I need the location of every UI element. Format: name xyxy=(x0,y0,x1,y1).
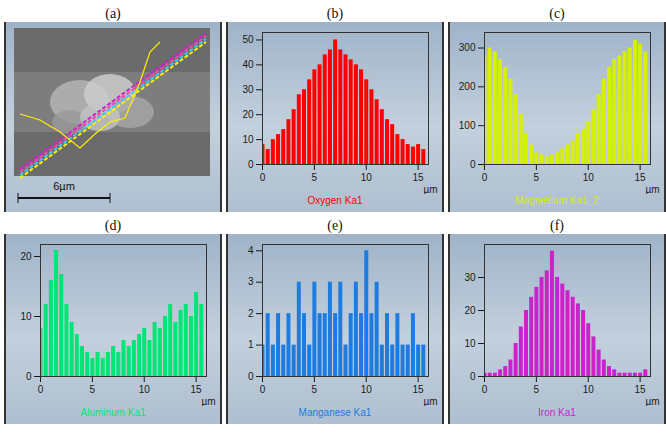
svg-text:15: 15 xyxy=(413,172,425,183)
svg-text:50: 50 xyxy=(242,34,254,45)
svg-text:0: 0 xyxy=(248,371,254,382)
svg-text:0: 0 xyxy=(470,159,476,170)
svg-text:0: 0 xyxy=(482,172,488,183)
svg-text:0: 0 xyxy=(482,384,488,395)
svg-text:0: 0 xyxy=(248,159,254,170)
svg-text:5: 5 xyxy=(312,172,318,183)
svg-text:15: 15 xyxy=(635,172,647,183)
svg-text:30: 30 xyxy=(464,272,476,283)
html-text:Manganese Ka1: Manganese Ka1 xyxy=(298,407,372,418)
svg-text:3: 3 xyxy=(248,276,254,287)
svg-text:20: 20 xyxy=(242,109,254,120)
html-text:Magnesium Ka1_2: Magnesium Ka1_2 xyxy=(515,195,599,206)
svg-text:200: 200 xyxy=(459,81,476,92)
svg-text:10: 10 xyxy=(20,311,32,322)
svg-text:4: 4 xyxy=(248,245,254,256)
svg-text:20: 20 xyxy=(20,251,32,262)
html-text:Aluminum Ka1: Aluminum Ka1 xyxy=(80,407,146,418)
svg-text:5: 5 xyxy=(90,384,96,395)
svg-text:15: 15 xyxy=(413,384,425,395)
svg-text:µm: µm xyxy=(423,184,437,195)
svg-text:10: 10 xyxy=(242,134,254,145)
svg-text:µm: µm xyxy=(201,396,215,407)
svg-text:10: 10 xyxy=(583,384,595,395)
svg-text:5: 5 xyxy=(312,384,318,395)
svg-text:15: 15 xyxy=(635,384,647,395)
html-text:(f): (f) xyxy=(550,218,564,233)
html-text:(c): (c) xyxy=(549,6,565,21)
html-text:(d): (d) xyxy=(104,218,122,233)
svg-text:30: 30 xyxy=(242,84,254,95)
svg-text:20: 20 xyxy=(464,305,476,316)
html-text:Iron Ka1: Iron Ka1 xyxy=(538,407,576,418)
svg-text:µm: µm xyxy=(423,396,437,407)
svg-text:10: 10 xyxy=(361,172,373,183)
svg-text:1: 1 xyxy=(248,339,254,350)
svg-text:0: 0 xyxy=(260,384,266,395)
svg-text:0: 0 xyxy=(38,384,44,395)
html-text:(a): (a) xyxy=(105,6,121,21)
svg-text:300: 300 xyxy=(459,42,476,53)
html-text:(b): (b) xyxy=(326,6,344,21)
svg-text:10: 10 xyxy=(464,338,476,349)
svg-text:10: 10 xyxy=(139,384,151,395)
html-text:Oxygen Ka1: Oxygen Ka1 xyxy=(307,195,363,206)
html-text:(e): (e) xyxy=(327,218,343,233)
svg-text:0: 0 xyxy=(26,371,32,382)
svg-text:10: 10 xyxy=(361,384,373,395)
svg-text:µm: µm xyxy=(645,396,659,407)
svg-text:0: 0 xyxy=(470,371,476,382)
svg-text:5: 5 xyxy=(534,384,540,395)
svg-text:15: 15 xyxy=(191,384,203,395)
svg-text:5: 5 xyxy=(534,172,540,183)
svg-text:40: 40 xyxy=(242,59,254,70)
svg-text:2: 2 xyxy=(248,308,254,319)
svg-text:0: 0 xyxy=(260,172,266,183)
svg-text:100: 100 xyxy=(459,120,476,131)
svg-text:µm: µm xyxy=(645,184,659,195)
svg-text:10: 10 xyxy=(583,172,595,183)
svg-text:6µm: 6µm xyxy=(53,180,75,192)
